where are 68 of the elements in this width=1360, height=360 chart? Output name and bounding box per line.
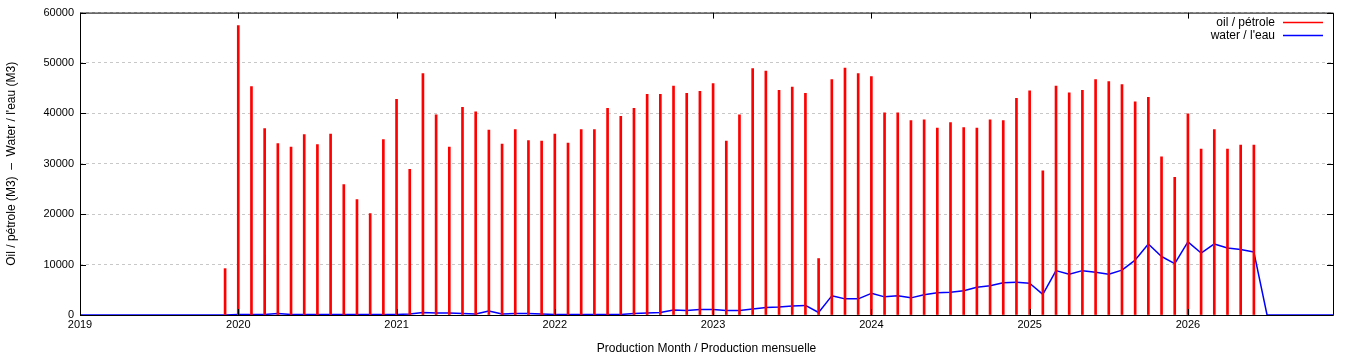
bar xyxy=(856,73,860,315)
bar xyxy=(830,79,834,315)
bar xyxy=(579,129,583,315)
x-tick-label: 2024 xyxy=(859,317,884,330)
bar xyxy=(1028,90,1031,315)
y-tick-label: 60000 xyxy=(43,5,74,18)
bar xyxy=(474,111,478,315)
x-tick-label: 2026 xyxy=(1175,317,1201,330)
bar xyxy=(870,76,873,315)
bar xyxy=(593,129,596,315)
bar xyxy=(817,258,820,315)
bar xyxy=(1239,144,1242,315)
bar xyxy=(395,98,398,315)
bar xyxy=(1147,96,1150,315)
legend-label: oil / pétrole xyxy=(1216,14,1276,29)
y-tick-label: 20000 xyxy=(43,207,74,220)
legend-label: water / l'eau xyxy=(1209,27,1275,42)
bar xyxy=(527,140,530,315)
x-tick-label: 2020 xyxy=(226,317,251,330)
bar xyxy=(1173,177,1177,315)
x-tick-label: 2022 xyxy=(542,317,568,330)
bar xyxy=(302,134,306,315)
bar xyxy=(1226,148,1229,315)
bar xyxy=(1212,129,1216,315)
bar xyxy=(250,86,253,315)
bar xyxy=(685,92,689,315)
bar xyxy=(1094,79,1097,315)
bar xyxy=(659,93,662,315)
bar xyxy=(672,85,675,315)
bar xyxy=(1015,97,1018,315)
bar xyxy=(513,129,517,315)
bar xyxy=(553,133,557,315)
bar xyxy=(263,128,266,315)
bar xyxy=(606,108,609,315)
bar xyxy=(804,92,807,315)
bar xyxy=(382,139,385,315)
y-tick-label: 40000 xyxy=(43,106,74,119)
bar xyxy=(1001,120,1005,315)
bar xyxy=(883,112,886,315)
bar xyxy=(329,133,332,315)
bar xyxy=(408,169,412,315)
bar xyxy=(1067,92,1071,315)
bar xyxy=(236,25,240,315)
x-tick-label: 2025 xyxy=(1017,317,1042,330)
y-tick-label: 30000 xyxy=(43,156,74,169)
x-axis-title: Production Month / Production mensuelle xyxy=(596,341,817,356)
bar xyxy=(619,116,623,315)
bar xyxy=(896,112,900,315)
x-tick-label: 2023 xyxy=(700,317,726,330)
bar xyxy=(342,184,346,315)
y-tick-label: 50000 xyxy=(43,56,74,69)
bar xyxy=(447,146,451,315)
bar xyxy=(724,140,728,315)
bar xyxy=(751,68,754,315)
bar xyxy=(738,114,741,315)
bar xyxy=(962,127,966,315)
bar xyxy=(790,86,794,315)
bar xyxy=(540,140,543,315)
x-tick-label: 2021 xyxy=(384,317,409,330)
y-tick-label: 10000 xyxy=(43,257,74,270)
bar xyxy=(461,107,464,315)
y-axis-title: Oil / pétrole (M3) – Water / l'eau (M3) xyxy=(3,61,18,266)
bar xyxy=(935,127,939,315)
bar xyxy=(1081,89,1084,315)
bar xyxy=(316,144,319,315)
bar xyxy=(949,122,952,315)
bar xyxy=(1160,156,1163,315)
bar xyxy=(1107,81,1111,315)
